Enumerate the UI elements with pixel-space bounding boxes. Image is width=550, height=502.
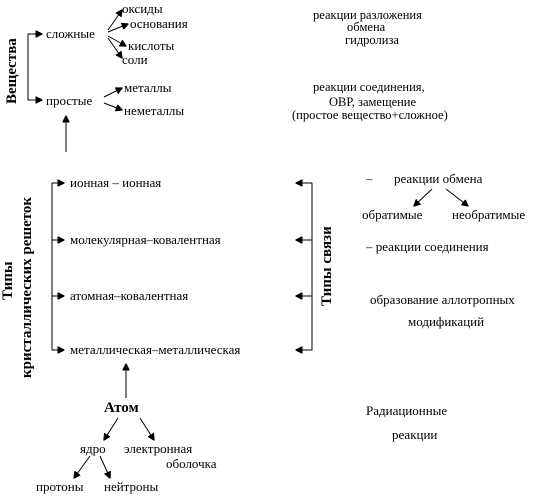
arrow-bases bbox=[107, 24, 128, 33]
item-bases: основания bbox=[130, 16, 188, 31]
lattice-row-atomic: атомная–ковалентная bbox=[70, 288, 189, 303]
exchange-dash: – bbox=[366, 171, 373, 186]
allotropic-line2: модификаций bbox=[408, 314, 485, 329]
lattice-heading-line2: кристаллических решеток bbox=[19, 196, 35, 378]
item-salts: соли bbox=[122, 52, 148, 67]
simple-plus-complex: (простое вещество+сложное) bbox=[292, 108, 448, 122]
arrow-oxides bbox=[107, 10, 122, 31]
item-oxides: оксиды bbox=[122, 1, 163, 16]
nucleus-label: ядро bbox=[80, 441, 106, 456]
arrow-salts bbox=[107, 37, 122, 58]
radiation-line2: реакции bbox=[392, 427, 438, 442]
combination-label: – реакции соединения bbox=[366, 239, 489, 254]
lattice-bracket-left bbox=[51, 182, 60, 351]
substances-bracket bbox=[27, 33, 38, 101]
lattice-row-metallic: металлическая–металлическая bbox=[70, 342, 241, 357]
irreversible-label: необратимые bbox=[452, 207, 526, 222]
decomposition-reactions: реакции разложения bbox=[313, 8, 422, 22]
protons-label: протоны bbox=[36, 479, 84, 494]
radiation-line1: Радиационные bbox=[366, 403, 448, 418]
neutrons-label: нейтроны bbox=[104, 479, 159, 494]
allotropic-line1: образование аллотропных bbox=[370, 292, 515, 307]
lattice-row-molecular: молекулярная–ковалентная bbox=[70, 232, 221, 247]
reversible-label: обратимые bbox=[362, 207, 423, 222]
arrow-reversible bbox=[414, 188, 433, 206]
arrow-nonmetals bbox=[103, 102, 122, 110]
arrow-metals bbox=[103, 88, 122, 98]
arrow-protons bbox=[74, 455, 91, 478]
arrow-nucleus bbox=[104, 417, 119, 440]
complex-label: сложные bbox=[46, 26, 95, 41]
atom-title: Атом bbox=[104, 400, 139, 416]
arrow-neutrons bbox=[99, 455, 110, 478]
item-nonmetals: неметаллы bbox=[124, 103, 185, 118]
redox-substitution: ОВР, замещение bbox=[329, 95, 417, 109]
item-metals: металлы bbox=[124, 80, 172, 95]
exchange-word: обмена bbox=[347, 20, 386, 34]
shell-line2: оболочка bbox=[166, 456, 217, 471]
arrow-shell bbox=[139, 417, 154, 440]
arrow-acids bbox=[107, 35, 126, 46]
item-acids: кислоты bbox=[128, 38, 175, 53]
shell-line1: электронная bbox=[124, 441, 193, 456]
substances-heading: Вещества bbox=[4, 38, 20, 104]
lattice-row-ionic: ионная – ионная bbox=[70, 175, 162, 190]
exchange-reactions: реакции обмена bbox=[394, 171, 483, 186]
bond-types-heading: Типы связи bbox=[319, 226, 335, 306]
simple-label: простые bbox=[46, 93, 93, 108]
bond-bracket-right bbox=[300, 182, 313, 351]
arrow-irreversible bbox=[445, 188, 468, 206]
combination-reactions: реакции соединения, bbox=[313, 80, 425, 94]
hydrolysis-word: гидролиза bbox=[345, 33, 399, 47]
lattice-heading-line1: Типы bbox=[0, 261, 16, 300]
